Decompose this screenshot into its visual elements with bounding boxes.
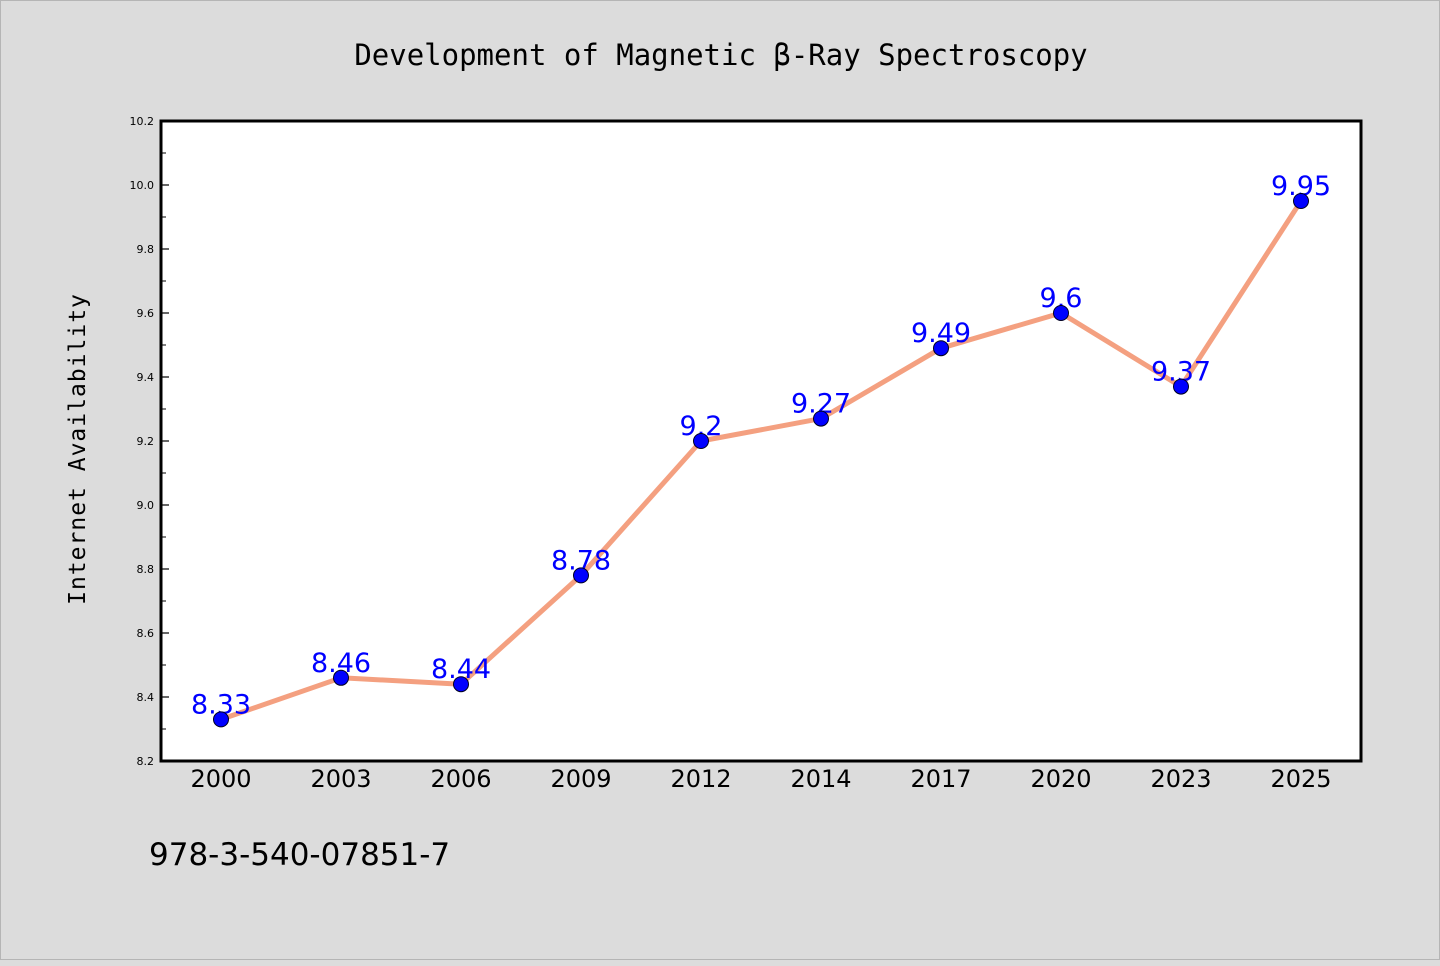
data-point-marker: [333, 669, 349, 686]
y-tick-label: 8.4: [137, 691, 155, 704]
x-tick-label: 2006: [430, 765, 491, 793]
x-tick-label: 2012: [670, 765, 731, 793]
series-line: [218, 198, 1304, 722]
y-tick-label: 8.2: [137, 755, 155, 768]
data-point-marker: [573, 567, 589, 584]
y-tick-label: 9.6: [137, 307, 155, 320]
series-layer: 8.338.46 8.448.789.29.279.499.69.379.95: [191, 171, 1331, 728]
y-tick-label: 8.8: [137, 563, 155, 576]
y-axis-label: Internet Availability: [65, 293, 91, 605]
data-point-marker: [453, 676, 469, 693]
data-point-marker: [1293, 193, 1309, 209]
data-point-marker: [213, 711, 229, 728]
x-tick-label: 2003: [310, 765, 371, 793]
isbn-text: 978-3-540-07851-7: [149, 837, 450, 873]
x-tick-label: 2014: [790, 765, 851, 793]
x-tick-label: 2000: [190, 765, 251, 793]
y-tick-label: 8.6: [137, 627, 155, 640]
y-tick-label: 10.2: [130, 115, 155, 128]
x-axis-ticks: 2000 2003 2006 2009 2012 2014 2017 2020 2023 2025: [190, 765, 1331, 793]
x-tick-label: 2025: [1270, 765, 1331, 793]
chart-title: Development of Magnetic β-Ray Spectrosco…: [354, 38, 1087, 72]
x-tick-label: 2009: [550, 765, 611, 793]
y-tick-label: 9.2: [137, 435, 155, 448]
y-axis-ticks: 8.2 8.4 8.6 8.8 9.0 9.2 9.4 9.6 9.8 10.0 10.2: [130, 115, 169, 768]
data-point-marker: [1173, 378, 1189, 395]
y-tick-label: 10.0: [130, 179, 155, 192]
y-tick-label: 9.4: [137, 371, 155, 384]
data-point-marker: [1053, 305, 1069, 321]
y-tick-label: 9.8: [137, 243, 155, 256]
x-tick-label: 2017: [910, 765, 971, 793]
data-point-marker: [933, 340, 949, 357]
x-tick-label: 2020: [1030, 765, 1091, 793]
data-point-marker: [813, 410, 829, 427]
y-tick-label: 9.0: [137, 499, 155, 512]
x-tick-label: 2023: [1150, 765, 1211, 793]
plot-area: [159, 119, 1363, 763]
data-point-marker: [693, 433, 709, 449]
